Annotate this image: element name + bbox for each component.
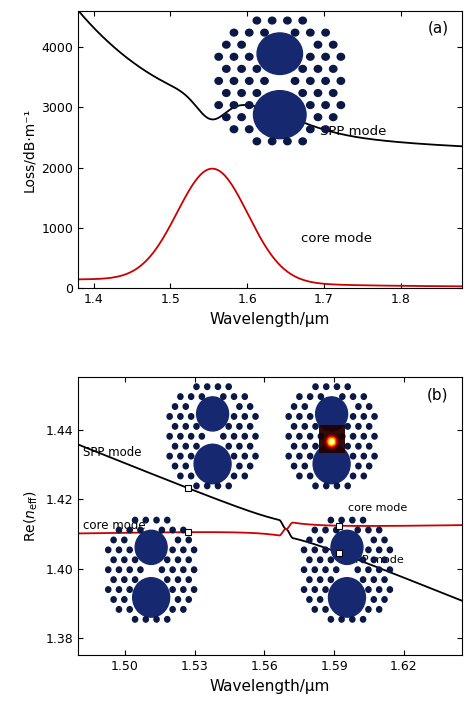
Y-axis label: Loss/dB·m⁻¹: Loss/dB·m⁻¹ <box>22 107 36 191</box>
X-axis label: Wavelength/μm: Wavelength/μm <box>210 312 330 327</box>
Text: SPP mode: SPP mode <box>320 125 386 138</box>
X-axis label: Wavelength/μm: Wavelength/μm <box>210 679 330 694</box>
Text: (a): (a) <box>428 20 449 35</box>
Text: core mode: core mode <box>301 232 372 245</box>
Text: core mode: core mode <box>348 503 407 513</box>
Text: core mode: core mode <box>83 519 146 531</box>
Y-axis label: Re($n_{\rm eff}$): Re($n_{\rm eff}$) <box>23 491 40 543</box>
Text: SPP mode: SPP mode <box>348 555 404 565</box>
Text: SPP mode: SPP mode <box>83 446 141 458</box>
Text: (b): (b) <box>427 387 449 402</box>
